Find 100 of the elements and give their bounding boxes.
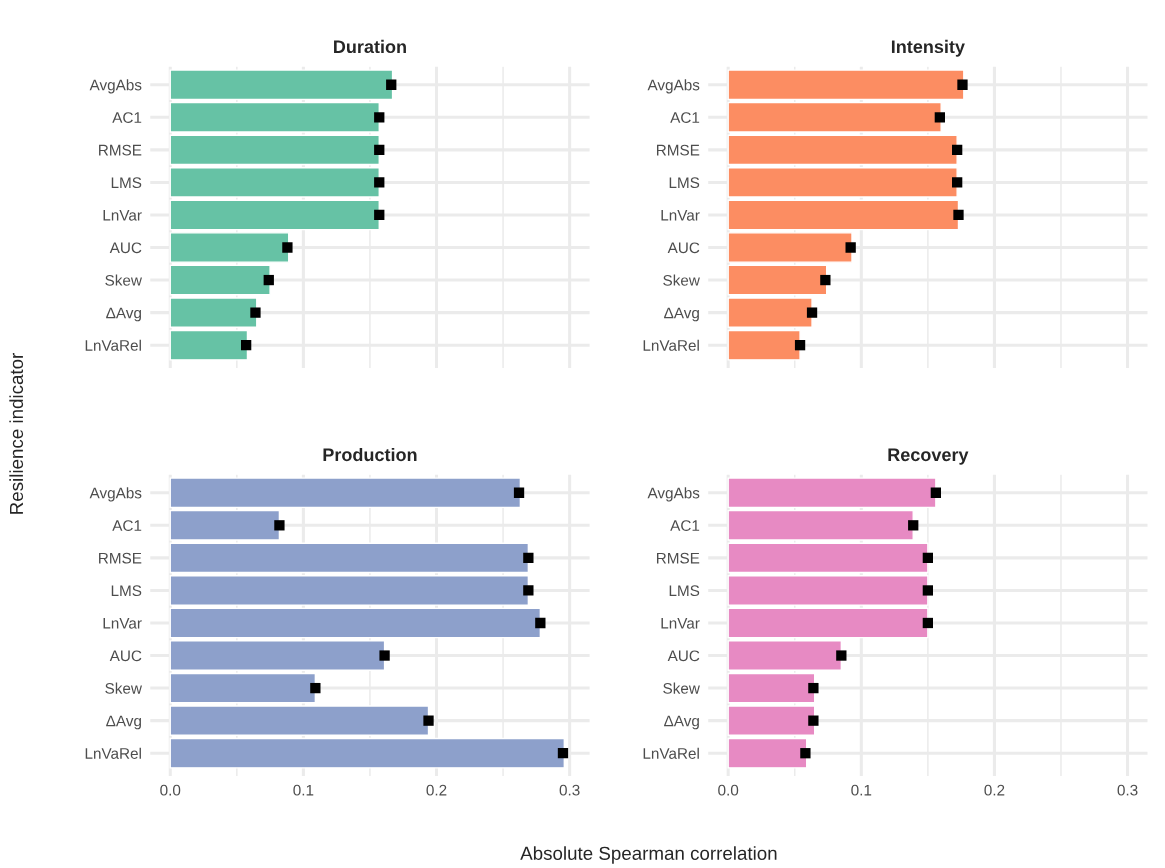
y-tick-label: LnVar xyxy=(103,618,142,629)
y-tick-label: LMS xyxy=(669,177,700,189)
point xyxy=(523,552,534,564)
point xyxy=(953,209,964,221)
bar xyxy=(727,575,929,606)
y-tick-label: LnVaRel xyxy=(643,747,699,759)
y-tick-label: AvgAbs xyxy=(89,487,142,502)
point xyxy=(794,340,806,351)
bar xyxy=(169,329,249,361)
point xyxy=(386,79,397,90)
y-tick-label: ΔAvg xyxy=(664,715,699,730)
bar xyxy=(727,134,958,166)
point xyxy=(240,340,252,351)
y-tick-label: ΔAvg xyxy=(106,715,141,730)
point xyxy=(820,274,831,286)
y-tick-label: LnVaRel xyxy=(85,747,141,759)
y-tick-label: LnVar xyxy=(661,618,700,629)
bar xyxy=(727,69,965,101)
bar xyxy=(727,264,828,296)
x-tick-label: 0.2 xyxy=(426,784,447,796)
y-tick-label: RMSE xyxy=(656,144,700,156)
point xyxy=(922,617,934,629)
y-tick-label: AC1 xyxy=(112,112,142,123)
bar xyxy=(169,297,258,328)
point xyxy=(836,650,847,661)
point xyxy=(423,715,434,726)
point xyxy=(957,79,968,90)
point xyxy=(952,177,963,188)
bar xyxy=(727,542,929,574)
bar xyxy=(169,134,380,166)
bar xyxy=(727,232,853,263)
bar xyxy=(727,167,958,198)
bar xyxy=(169,69,394,101)
bar xyxy=(727,509,914,541)
bar xyxy=(727,297,813,328)
x-tick-label: 0.2 xyxy=(984,784,1005,796)
point xyxy=(374,144,385,155)
bar xyxy=(727,607,929,639)
chart-title: Recovery xyxy=(888,448,969,465)
point xyxy=(808,682,819,694)
x-tick-label: 0.1 xyxy=(293,784,314,796)
bar xyxy=(169,575,530,606)
bar xyxy=(169,199,380,231)
chart-title: Duration xyxy=(334,39,406,54)
bar xyxy=(727,672,816,704)
y-axis-title: Resilience indicator xyxy=(9,353,24,514)
point xyxy=(374,177,385,188)
point xyxy=(282,242,293,253)
bar xyxy=(169,264,271,296)
y-tick-label: LnVar xyxy=(103,209,142,221)
bar xyxy=(169,232,290,263)
bar xyxy=(169,640,386,671)
y-tick-label: AC1 xyxy=(670,112,700,123)
y-tick-label: AC1 xyxy=(670,520,700,532)
bar xyxy=(727,640,843,671)
bar xyxy=(169,101,380,133)
y-tick-label: AUC xyxy=(667,650,700,662)
bar xyxy=(169,705,430,736)
y-tick-label: LMS xyxy=(111,177,142,189)
x-tick-label: 0.0 xyxy=(160,784,181,796)
y-tick-label: Skew xyxy=(105,682,142,694)
bar xyxy=(727,737,808,769)
point xyxy=(800,748,811,759)
point xyxy=(263,274,274,286)
point xyxy=(250,307,261,318)
y-tick-label: AUC xyxy=(667,242,700,254)
chart-title: Intensity xyxy=(891,39,965,57)
x-tick-label: 0.1 xyxy=(851,784,872,796)
y-tick-label: LMS xyxy=(669,585,700,597)
point xyxy=(274,520,285,531)
point xyxy=(934,112,945,123)
y-tick-label: LnVar xyxy=(661,209,700,221)
point xyxy=(845,242,856,253)
point xyxy=(922,552,934,564)
y-tick-label: RMSE xyxy=(99,144,142,156)
point xyxy=(808,715,819,726)
bar xyxy=(169,542,530,574)
bar xyxy=(169,607,542,639)
point xyxy=(310,682,321,694)
bar xyxy=(727,199,960,231)
point xyxy=(513,487,525,498)
bar xyxy=(727,101,942,133)
point xyxy=(374,112,385,123)
y-tick-label: AvgAbs xyxy=(647,79,700,94)
point xyxy=(379,650,390,661)
y-tick-label: LnVaRel xyxy=(643,339,699,351)
bar xyxy=(169,672,317,704)
x-tick-label: 0.3 xyxy=(559,784,580,796)
x-tick-label: 0.3 xyxy=(1117,784,1138,796)
y-tick-label: Skew xyxy=(663,682,700,694)
bar xyxy=(169,509,281,541)
bar xyxy=(727,705,816,736)
point xyxy=(952,144,963,155)
bar xyxy=(169,167,380,198)
bar xyxy=(169,477,522,509)
bar xyxy=(727,329,801,361)
point xyxy=(806,307,818,318)
y-tick-label: Skew xyxy=(105,274,142,286)
point xyxy=(535,617,546,629)
point xyxy=(523,585,534,596)
